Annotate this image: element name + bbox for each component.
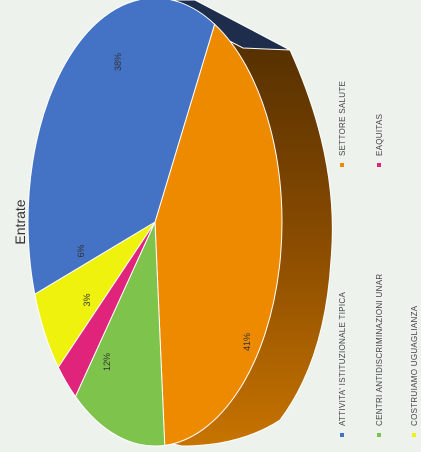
legend-entry: SETTORE SALUTE — [338, 81, 347, 167]
pie-slice-attivita-istituzionale-tipica — [27, 0, 216, 295]
legend-entry: CENTRI ANTIDISCRIMINAZIONI UNAR — [375, 274, 384, 437]
slice-pct-label: 12% — [102, 353, 112, 371]
pie-slice-settore-salute — [154, 23, 283, 446]
slice-pct-label: 38% — [113, 53, 123, 71]
legend-label: COSTRUIAMO UGUAGLIANZA — [410, 305, 419, 426]
legend-entry: EAQUITAS — [375, 114, 384, 167]
legend-label: CENTRI ANTIDISCRIMINAZIONI UNAR — [375, 274, 384, 426]
chart-title: Entrate — [12, 199, 28, 244]
legend-swatch — [377, 163, 381, 167]
legend-swatch — [340, 433, 344, 437]
legend-swatch — [412, 433, 416, 437]
slice-pct-label: 3% — [82, 293, 92, 306]
legend-swatch — [377, 433, 381, 437]
legend-entry: ATTIVITA' ISTITUZIONALE TIPICA — [338, 292, 347, 437]
slice-pct-label: 41% — [242, 333, 252, 351]
pie-slice-centri-antidiscriminazioni-unar — [74, 221, 166, 447]
legend-label: EAQUITAS — [375, 114, 384, 156]
legend-entry: COSTRUIAMO UGUAGLIANZA — [410, 305, 419, 437]
legend-label: ATTIVITA' ISTITUZIONALE TIPICA — [338, 292, 347, 426]
slice-pct-label: 6% — [76, 244, 86, 257]
legend-label: SETTORE SALUTE — [338, 81, 347, 156]
legend-swatch — [340, 163, 344, 167]
